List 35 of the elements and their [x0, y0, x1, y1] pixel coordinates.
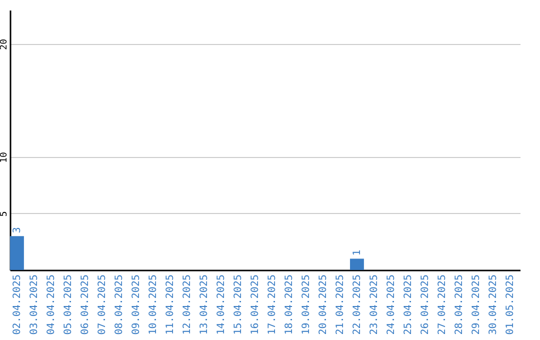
x-tick-label: 18.04.2025	[284, 274, 295, 335]
x-tick-label: 08.04.2025	[114, 274, 125, 335]
x-tick-label: 05.04.2025	[62, 274, 74, 335]
x-tick-label: 17.04.2025	[266, 274, 278, 335]
x-tick-label: 16.04.2025	[250, 274, 261, 335]
x-tick-label: 15.04.2025	[232, 274, 244, 335]
x-tick-label: 19.04.2025	[300, 274, 312, 335]
x-tick-label: 24.04.2025	[386, 274, 397, 335]
x-tick-label: 03.04.2025	[28, 274, 40, 335]
data-label: 3	[12, 227, 23, 234]
x-tick-label: 29.04.2025	[470, 274, 482, 335]
x-tick-label: 14.04.2025	[216, 274, 227, 335]
x-tick-label: 01.05.2025	[504, 274, 516, 335]
data-label: 1	[352, 250, 363, 256]
x-tick-label: 26.04.2025	[420, 274, 431, 335]
x-tick-label: 22.04.2025	[352, 274, 363, 335]
x-tick-label: 07.04.2025	[96, 274, 108, 335]
x-tick-label: 06.04.2025	[80, 274, 91, 335]
x-tick-label: 27.04.2025	[436, 274, 448, 335]
y-tick-label: 20	[0, 38, 10, 50]
x-tick-label: 04.04.2025	[46, 274, 57, 335]
x-tick-label: 11.04.2025	[164, 274, 176, 335]
x-tick-label: 02.04.2025	[12, 274, 23, 335]
x-tick-label: 20.04.2025	[318, 274, 329, 335]
x-tick-label: 21.04.2025	[334, 274, 346, 335]
x-tick-label: 12.04.2025	[182, 274, 193, 335]
y-tick-label: 10	[0, 152, 10, 163]
x-tick-label: 30.04.2025	[488, 274, 499, 335]
x-tick-label: 28.04.2025	[454, 274, 465, 335]
x-tick-label: 23.04.2025	[368, 274, 380, 335]
x-tick-label: 25.04.2025	[402, 274, 414, 335]
x-tick-label: 10.04.2025	[148, 274, 159, 335]
x-tick-label: 13.04.2025	[198, 274, 210, 335]
x-tick-label: 09.04.2025	[130, 274, 142, 335]
y-tick-label: 5	[0, 211, 10, 217]
